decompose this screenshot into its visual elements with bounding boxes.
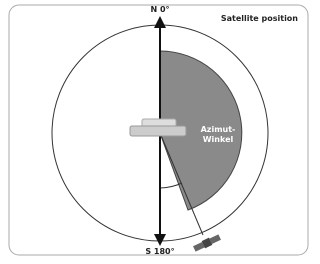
sector-label: Azimut- [201,125,236,134]
diagram: Satellite position N 0° S 180° Azimut- W… [0,0,317,260]
north-label: N 0° [150,5,169,14]
south-label: S 180° [145,247,174,256]
title: Satellite position [221,14,298,23]
sector-label: Winkel [203,135,234,144]
